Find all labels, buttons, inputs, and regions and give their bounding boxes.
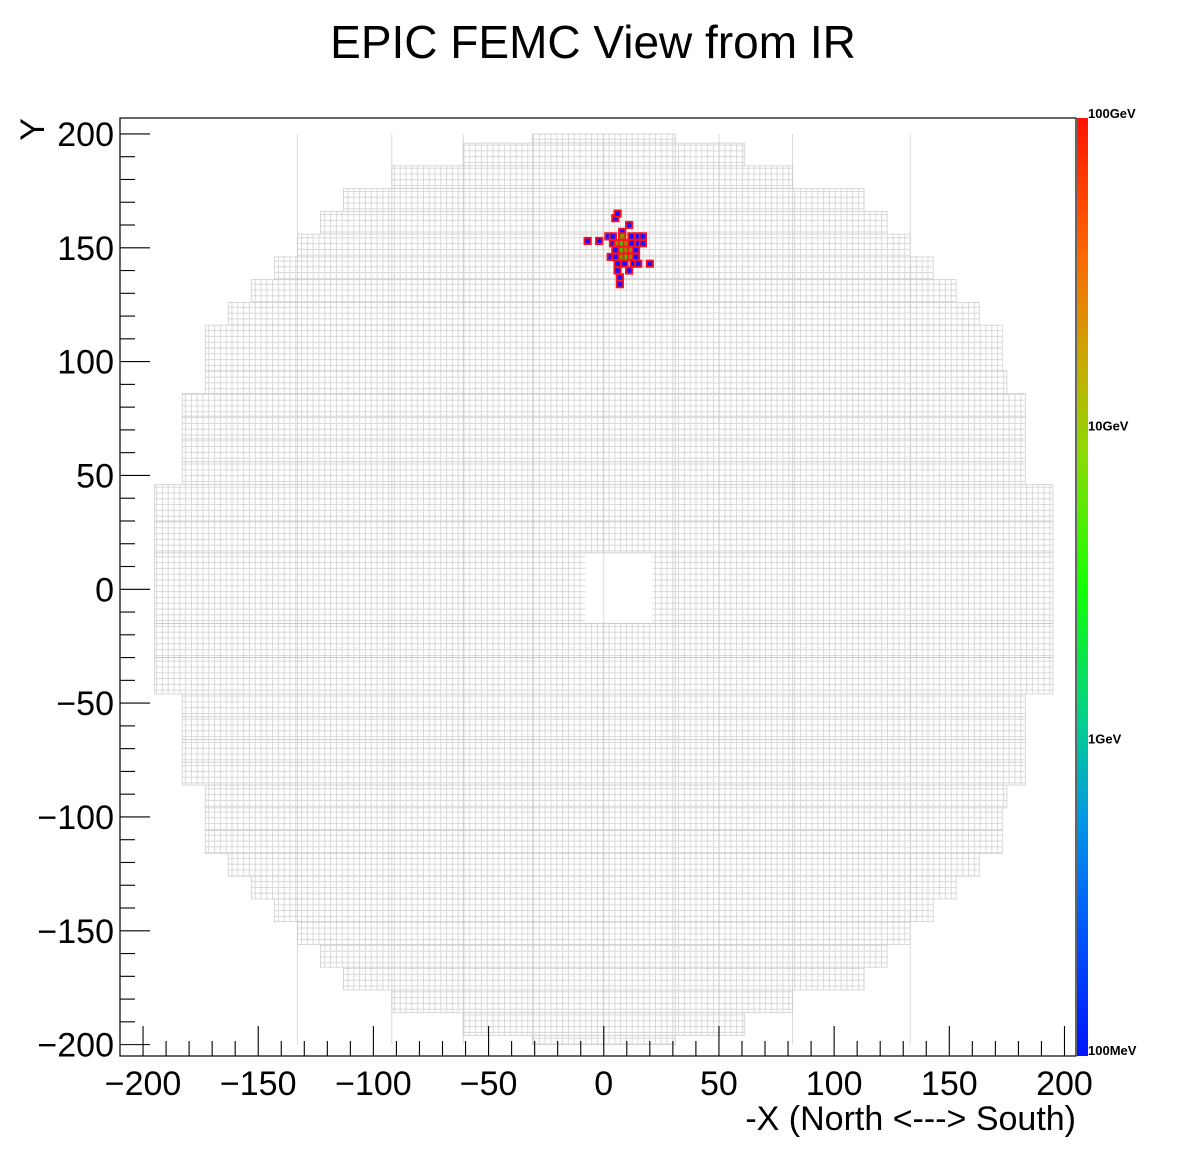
detector-row-30 [391,989,794,1014]
colorbar-label: 1GeV [1088,731,1122,746]
detector-row-21 [204,784,1008,809]
energy-hits [583,209,654,289]
y-tick-label: −150 [37,913,114,951]
hit-cell-16 [627,239,636,248]
x-tick-label: −150 [220,1065,297,1103]
x-tick-label: 150 [921,1065,978,1103]
detector-row-11 [204,370,1008,394]
hit-cell-7 [608,232,618,241]
y-tick-label: 50 [76,457,114,495]
hit-cell-5 [595,236,604,246]
hit-cell-30 [613,259,622,268]
hit-cell-37 [615,273,624,282]
hit-cell-29 [631,252,641,261]
x-tick-label: −200 [105,1065,182,1103]
hit-cell-18 [638,239,648,248]
hit-cell-23 [631,245,641,255]
x-axis: −200 −150 −100 −50 0 50 100 150 200 [105,1026,1093,1103]
x-tick-label: 50 [700,1065,738,1103]
hit-cell-38 [615,280,624,289]
y-tick-label: −200 [37,1027,114,1065]
hit-cell-9 [627,232,636,241]
colorbar-label: 100MeV [1088,1043,1137,1058]
hit-cell-36 [624,266,634,275]
hit-cell-35 [613,266,622,275]
hit-cell-19 [611,245,620,255]
plot-frame [119,117,1077,1057]
x-tick-label: −50 [460,1065,518,1103]
hit-cell-4 [583,236,592,246]
beam-hole [585,552,653,624]
sector-lines [154,133,1053,1045]
x-tick-label: 0 [594,1065,613,1103]
x-tick-label: 100 [806,1065,863,1103]
hit-cell-25 [611,252,620,261]
y-axis: 200 150 100 50 0 −50 −100 −150 −200 [37,116,150,1065]
colorbar-labels: 100GeV 10GeV 1GeV 100MeV [1088,106,1137,1058]
x-tick-label: 200 [1036,1065,1093,1103]
hit-cell-34 [645,259,654,268]
y-tick-label: 0 [95,571,114,609]
hit-cell-8 [618,232,627,241]
hit-cell-31 [620,259,629,268]
x-tick-label: −100 [335,1065,412,1103]
y-tick-label: 200 [57,116,114,154]
detector-row-2 [391,165,794,189]
y-tick-label: −50 [56,685,114,723]
y-tick-label: 150 [57,230,114,268]
y-axis-label: Y [14,118,52,141]
hit-cell-11 [638,232,648,241]
chart-title: EPIC FEMC View from IR [330,16,856,68]
hit-cell-33 [634,259,643,268]
x-axis-label: -X (North <---> South) [745,1100,1076,1138]
hit-cell-1 [613,209,622,218]
colorbar-label: 100GeV [1088,106,1136,121]
y-tick-label: −100 [37,799,114,837]
colorbar [1077,118,1088,1056]
y-tick-label: 100 [57,344,114,382]
colorbar-label: 10GeV [1088,419,1129,434]
hit-cell-2 [624,220,634,230]
